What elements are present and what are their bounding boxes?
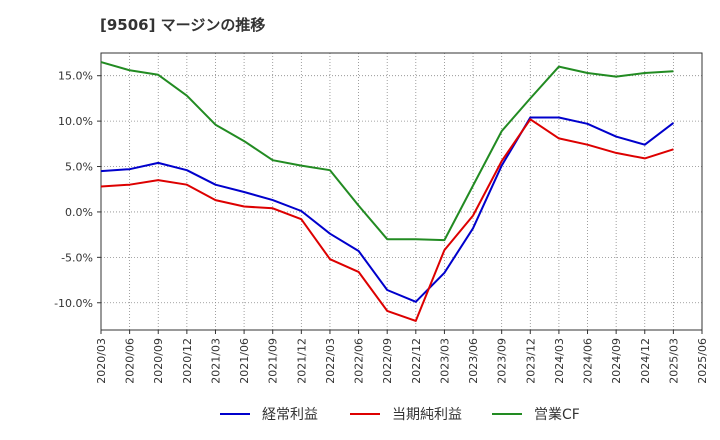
series-line-2 xyxy=(100,61,674,242)
x-tick-label: 2020/12 xyxy=(181,338,194,384)
y-tick-label: 15.0% xyxy=(58,70,93,83)
legend: 経常利益 当期純利益 営業CF xyxy=(0,404,720,426)
plot-frame xyxy=(100,52,703,331)
x-tick-label: 2021/03 xyxy=(209,338,222,384)
x-tick-label: 2022/03 xyxy=(324,338,337,384)
x-tick-label: 2022/12 xyxy=(410,338,423,384)
x-tick-label: 2020/09 xyxy=(152,338,165,384)
x-tick-label: 2020/03 xyxy=(95,338,108,384)
series-line-1 xyxy=(100,118,674,322)
x-tick-label: 2020/06 xyxy=(124,338,137,384)
legend-label-net-profit: 当期純利益 xyxy=(392,407,462,423)
legend-line-net-profit xyxy=(350,413,380,415)
legend-label-operating-cf: 営業CF xyxy=(534,407,580,423)
x-tick-label: 2022/09 xyxy=(381,338,394,384)
x-tick-label: 2022/06 xyxy=(353,338,366,384)
x-tick-label: 2024/12 xyxy=(639,338,652,384)
x-tick-label: 2025/03 xyxy=(667,338,680,384)
x-tick-label: 2023/09 xyxy=(496,338,509,384)
x-tick-label: 2021/12 xyxy=(295,338,308,384)
chart-title: [9506] マージンの推移 xyxy=(100,16,266,34)
legend-item-operating-cf: 営業CF xyxy=(492,404,580,424)
x-tick-label: 2021/09 xyxy=(267,338,280,384)
x-tick-label: 2023/12 xyxy=(524,338,537,384)
y-tick-label: 0.0% xyxy=(65,206,93,219)
legend-label-ordinary-profit: 経常利益 xyxy=(262,407,318,423)
x-tick-label: 2024/09 xyxy=(610,338,623,384)
legend-item-ordinary-profit: 経常利益 xyxy=(220,404,318,424)
x-tick-label: 2023/06 xyxy=(467,338,480,384)
x-tick-label: 2024/03 xyxy=(553,338,566,384)
series-line-0 xyxy=(100,116,675,303)
y-tick-label: 5.0% xyxy=(65,161,93,174)
y-tick-label: -5.0% xyxy=(61,251,93,264)
x-tick-label: 2024/06 xyxy=(582,338,595,384)
x-tick-label: 2023/03 xyxy=(438,338,451,384)
legend-line-operating-cf xyxy=(492,413,522,415)
x-tick-label: 2021/06 xyxy=(238,338,251,384)
legend-line-ordinary-profit xyxy=(220,413,250,415)
x-tick-label: 2025/06 xyxy=(696,338,709,384)
legend-item-net-profit: 当期純利益 xyxy=(350,404,462,424)
y-tick-label: 10.0% xyxy=(58,115,93,128)
y-tick-label: -10.0% xyxy=(54,297,93,310)
